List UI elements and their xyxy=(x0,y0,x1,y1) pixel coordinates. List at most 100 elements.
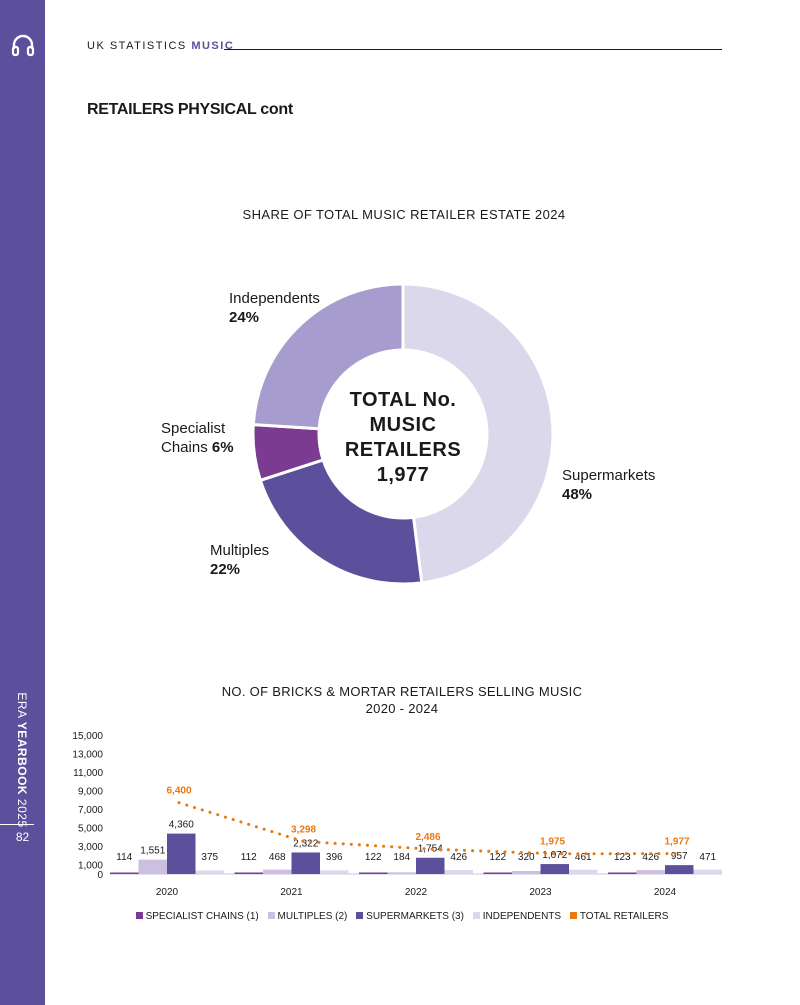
legend-label-independents: INDEPENDENTS xyxy=(482,911,562,922)
x-tick-label-2020: 2020 xyxy=(156,887,179,898)
bar-independents-2023 xyxy=(569,869,598,874)
legend-item-independents: INDEPENDENTS xyxy=(472,911,562,922)
slice-pct-multiples: 22% xyxy=(210,561,241,578)
header-prefix: UK STATISTICS xyxy=(87,40,187,52)
x-tick-label-2021: 2021 xyxy=(280,887,303,898)
slice-name-specialist-line1: Specialist xyxy=(161,420,226,437)
legend-label-specialist: SPECIALIST CHAINS (1) xyxy=(145,911,259,922)
bar-supermarkets-2022 xyxy=(416,857,445,874)
donut-chart-title: SHARE OF TOTAL MUSIC RETAILER ESTATE 202… xyxy=(242,207,566,222)
bar-label-specialist-2022: 122 xyxy=(365,852,382,863)
sidebar: ERA YEARBOOK 2025 82 xyxy=(0,0,45,1005)
bar-label-independents-2020: 375 xyxy=(201,852,218,863)
section-title: RETAILERS PHYSICAL cont xyxy=(87,101,293,118)
legend-item-total: TOTAL RETAILERS xyxy=(569,911,669,922)
bar-label-multiples-2021: 468 xyxy=(269,852,286,863)
legend-swatch-supermarkets xyxy=(356,912,364,919)
bar-label-independents-2023: 461 xyxy=(575,852,592,863)
legend-item-multiples: MULTIPLES (2) xyxy=(267,911,348,922)
y-tick-label: 7,000 xyxy=(78,805,103,816)
page-number: 82 xyxy=(15,830,30,844)
bar-multiples-2020 xyxy=(138,859,167,874)
bar-chart-legend: SPECIALIST CHAINS (1) MULTIPLES (2) SUPE… xyxy=(0,911,800,922)
bar-independents-2021 xyxy=(320,870,349,874)
legend-label-total: TOTAL RETAILERS xyxy=(579,911,669,922)
legend-swatch-independents xyxy=(472,912,480,919)
bar-label-multiples-2023: 320 xyxy=(518,852,535,863)
header-accent: MUSIC xyxy=(191,40,235,52)
center-line-3: RETAILERS xyxy=(344,439,462,461)
legend-label-supermarkets: SUPERMARKETS (3) xyxy=(366,911,464,922)
donut-slice-independents xyxy=(251,282,405,431)
donut-chart xyxy=(251,282,555,586)
bar-label-supermarkets-2024: 957 xyxy=(671,851,688,862)
legend-label-multiples: MULTIPLES (2) xyxy=(277,911,348,922)
legend-item-specialist: SPECIALIST CHAINS (1) xyxy=(135,911,259,922)
bar-label-specialist-2020: 114 xyxy=(116,852,132,863)
y-tick-label: 5,000 xyxy=(78,824,103,835)
total-label-2024: 1,977 xyxy=(664,837,689,848)
donut-slice-multiples xyxy=(258,458,424,586)
y-tick-label: 3,000 xyxy=(78,842,103,853)
slice-name-supermarkets: Supermarkets xyxy=(562,467,656,484)
bar-specialist-2022 xyxy=(359,872,388,874)
page-number-rule xyxy=(0,824,34,825)
total-label-2021: 3,298 xyxy=(291,824,316,835)
slice-name-independents: Independents xyxy=(229,290,320,307)
bar-label-supermarkets-2020: 4,360 xyxy=(169,820,194,831)
total-label-2020: 6,400 xyxy=(166,786,191,797)
slice-pct-specialist-chains: 6% xyxy=(211,439,234,456)
x-tick-label-2022: 2022 xyxy=(405,887,428,898)
slice-name-specialist-line2: Chains xyxy=(161,439,208,456)
bar-specialist-2021 xyxy=(234,872,263,874)
bar-label-supermarkets-2021: 2,322 xyxy=(293,838,318,849)
bar-chart-title-line1: NO. OF BRICKS & MORTAR RETAILERS SELLING… xyxy=(221,684,583,699)
bar-chart-title: NO. OF BRICKS & MORTAR RETAILERS SELLING… xyxy=(0,683,800,717)
bar-supermarkets-2024 xyxy=(665,865,694,874)
bar-specialist-2020 xyxy=(110,872,139,874)
headphones-icon xyxy=(11,34,35,57)
total-label-2022: 2,486 xyxy=(415,832,440,843)
bar-label-supermarkets-2023: 1,072 xyxy=(542,850,567,861)
y-tick-label: 1,000 xyxy=(78,861,103,872)
donut-center-text: TOTAL No. MUSIC RETAILERS 1,977 xyxy=(323,388,483,488)
center-line-1: TOTAL No. xyxy=(349,389,457,411)
x-tick-label-2023: 2023 xyxy=(529,887,552,898)
bar-specialist-2023 xyxy=(483,872,512,874)
bar-label-specialist-2023: 122 xyxy=(489,852,506,863)
bar-label-independents-2021: 396 xyxy=(326,852,343,863)
bar-label-specialist-2024: 123 xyxy=(614,852,631,863)
total-retailers-line xyxy=(177,801,679,856)
bar-independents-2022 xyxy=(444,870,473,874)
bar-label-multiples-2022: 184 xyxy=(393,852,410,863)
bar-independents-2020 xyxy=(195,870,224,874)
bar-independents-2024 xyxy=(693,869,722,874)
bar-supermarkets-2023 xyxy=(540,864,569,874)
bar-chart-subtitle: 2020 - 2024 xyxy=(365,701,439,716)
y-tick-label: 0 xyxy=(97,870,103,881)
y-tick-label: 13,000 xyxy=(72,750,103,761)
bar-label-independents-2024: 471 xyxy=(699,852,716,863)
slice-label-supermarkets: Supermarkets 48% xyxy=(562,466,655,504)
slice-pct-supermarkets: 48% xyxy=(562,486,593,503)
legend-swatch-total xyxy=(569,912,577,919)
slice-name-multiples: Multiples xyxy=(210,542,270,559)
bar-supermarkets-2021 xyxy=(291,852,320,874)
bar-multiples-2024 xyxy=(636,870,665,874)
total-label-2023: 1,975 xyxy=(540,837,565,848)
bar-specialist-2024 xyxy=(608,872,637,874)
donut-slice-supermarkets xyxy=(401,282,555,585)
bar-label-supermarkets-2022: 1,754 xyxy=(418,844,443,855)
bar-label-multiples-2024: 426 xyxy=(642,852,659,863)
slice-pct-independents: 24% xyxy=(229,309,260,326)
header-rule xyxy=(224,49,722,50)
legend-swatch-specialist xyxy=(135,912,143,919)
header-label: UK STATISTICS MUSIC xyxy=(87,40,234,52)
bar-label-independents-2022: 426 xyxy=(450,852,467,863)
bar-multiples-2021 xyxy=(263,869,292,874)
bar-multiples-2023 xyxy=(512,871,541,874)
bar-multiples-2022 xyxy=(387,872,416,874)
legend-item-supermarkets: SUPERMARKETS (3) xyxy=(356,911,464,922)
legend-swatch-multiples xyxy=(267,912,275,919)
